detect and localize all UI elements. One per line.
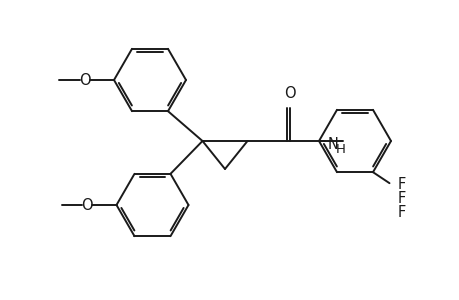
Text: F: F — [397, 177, 405, 192]
Text: O: O — [81, 197, 93, 212]
Text: O: O — [78, 73, 90, 88]
Text: N: N — [327, 136, 338, 152]
Text: O: O — [284, 86, 295, 101]
Text: F: F — [397, 191, 405, 206]
Text: H: H — [335, 142, 345, 155]
Text: F: F — [397, 205, 405, 220]
